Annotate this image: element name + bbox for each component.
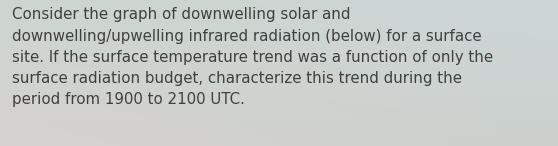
Text: Consider the graph of downwelling solar and
downwelling/upwelling infrared radia: Consider the graph of downwelling solar … xyxy=(12,7,493,107)
